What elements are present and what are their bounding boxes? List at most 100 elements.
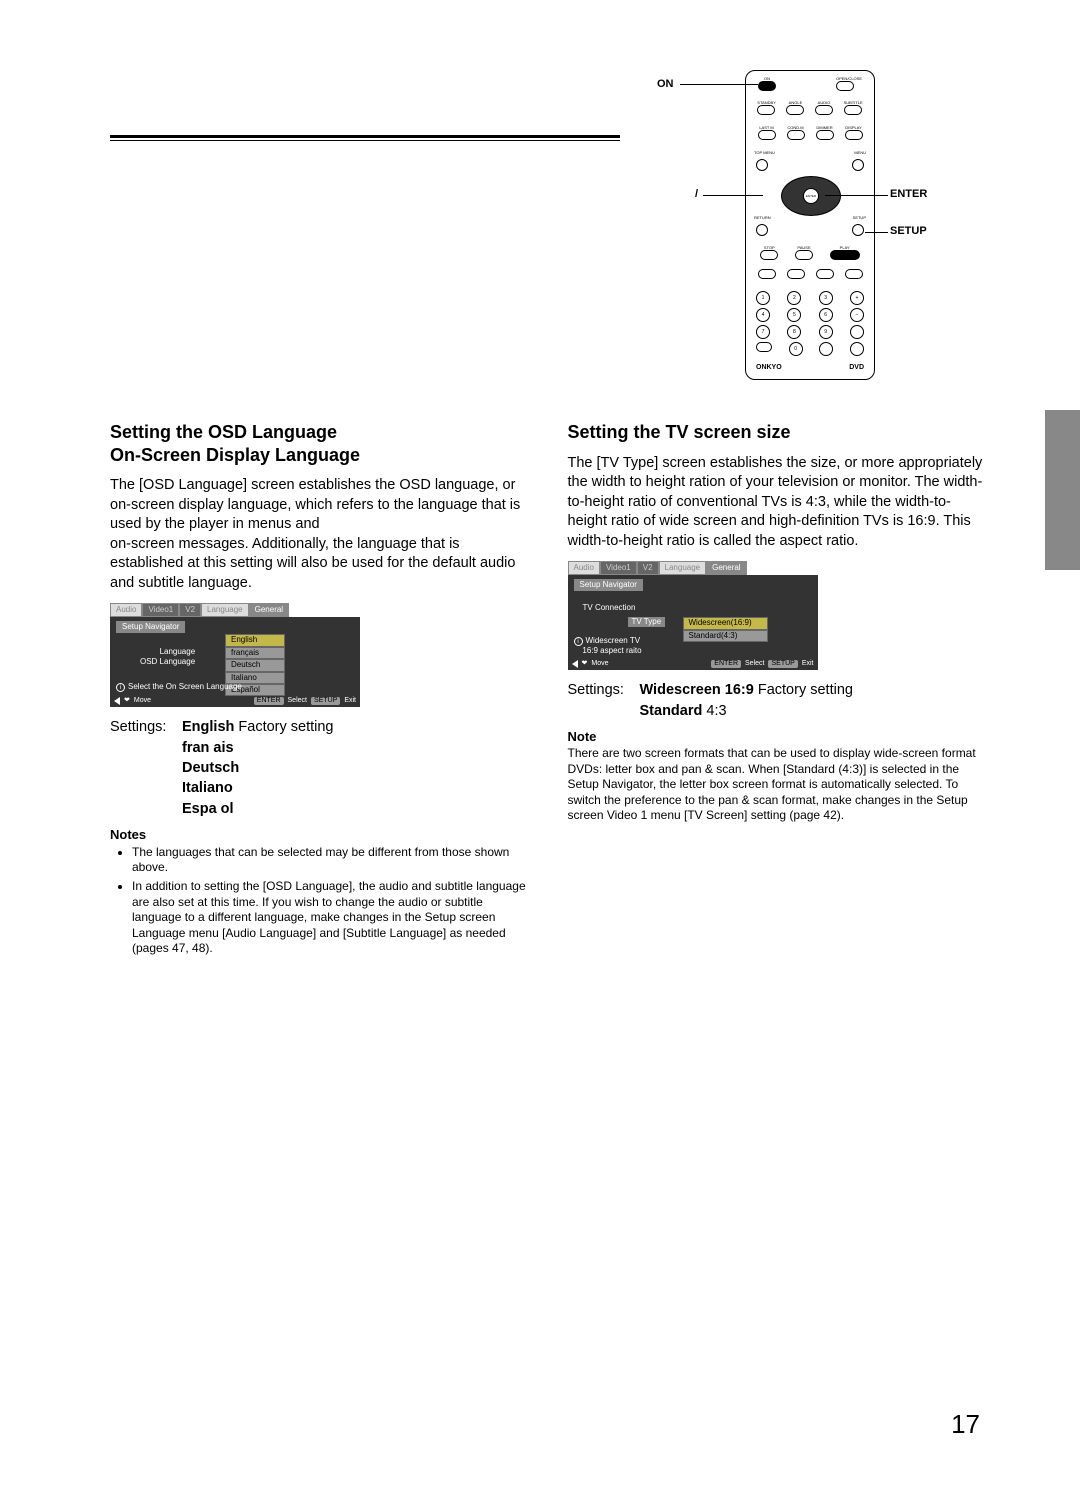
settings-label: Settings: (568, 680, 640, 700)
lbl: SUBTITLE (844, 101, 863, 105)
osd-f: Select (745, 660, 764, 668)
osd-f: Move (134, 697, 151, 705)
settings-std-ratio: 4:3 (706, 703, 726, 719)
osd-tab: Language (201, 603, 249, 617)
osd-setup-nav: Setup Navigator (574, 579, 643, 591)
settings-opt: Standard 4:3 (640, 701, 986, 721)
osd-hint: Widescreen TV (586, 636, 641, 645)
num-plus10 (756, 342, 772, 352)
num-3: 3 (819, 291, 833, 305)
osd-tab: V2 (637, 561, 659, 575)
brand-label: ONKYO (756, 364, 782, 371)
osd-opt: English (225, 634, 285, 646)
right-heading: Setting the TV screen size (568, 421, 986, 444)
lbl: STANDBY (757, 101, 776, 105)
settings-line: Settings: English Factory setting (110, 717, 528, 737)
btn-icon (845, 269, 863, 279)
settings-opt: Italiano (182, 778, 528, 798)
settings-std: Standard (640, 703, 703, 719)
line-icon (703, 195, 763, 196)
callout-setup: SETUP (890, 225, 927, 237)
num-1: 1 (756, 291, 770, 305)
osd-hint: 16:9 aspect raito (582, 646, 641, 655)
osd-f: ENTER (711, 660, 741, 668)
num-6: 6 (819, 308, 833, 322)
notes-heading: Notes (110, 827, 528, 842)
btn-icon (760, 250, 778, 260)
header-rule (110, 135, 620, 141)
osd-tab: Language (659, 561, 707, 575)
osd-hint: Select the On Screen Language (128, 682, 242, 691)
remote-lbl-openclose: OPEN/CLOSE (836, 77, 862, 81)
heading-line2: On-Screen Display Language (110, 445, 360, 465)
lbl: RETURN (754, 216, 771, 220)
osd-opt: Widescreen(16:9) (683, 617, 768, 629)
nav-cluster-icon: ENTER (781, 171, 841, 221)
num-9: 9 (819, 325, 833, 339)
btn-icon (816, 269, 834, 279)
btn-icon (758, 130, 776, 140)
settings-opt: Deutsch (182, 758, 528, 778)
osd-opt: Deutsch (225, 659, 285, 671)
note-item: In addition to setting the [OSD Language… (132, 879, 528, 957)
osd-left: OSD Language (140, 657, 195, 667)
side-tab-icon (1045, 410, 1080, 570)
lbl: SETUP (853, 216, 866, 220)
osd-left: Language (140, 647, 195, 657)
open-close-button-icon (836, 81, 854, 91)
topmenu-icon (756, 159, 768, 171)
enter-center: ENTER (803, 188, 819, 204)
lbl: TOP MENU (754, 151, 775, 155)
num-4: 4 (756, 308, 770, 322)
return-icon (756, 224, 768, 236)
lbl: PAUSE (795, 246, 813, 250)
callout-arrows: / (695, 188, 698, 200)
num-2: 2 (787, 291, 801, 305)
right-body: The [TV Type] screen establishes the siz… (568, 454, 986, 552)
osd-f: Select (288, 697, 307, 705)
left-column: Setting the OSD Language On-Screen Displ… (110, 421, 528, 960)
settings-opt: fran ais (182, 738, 528, 758)
heading-line1: Setting the OSD Language (110, 422, 337, 442)
osd-f: ENTER (254, 697, 284, 705)
note-heading: Note (568, 729, 986, 744)
osd-tab: Video1 (600, 561, 637, 575)
lbl: DISPLAY (845, 126, 863, 130)
osd-tvtype-screenshot: Audio Video1 V2 Language General Setup N… (568, 561, 818, 670)
btn-icon (795, 250, 813, 260)
osd-tab: V2 (179, 603, 201, 617)
osd-opt: Standard(4:3) (683, 630, 768, 642)
right-column: Setting the TV screen size The [TV Type]… (568, 421, 986, 960)
osd-f: Move (591, 660, 608, 668)
line-icon (865, 232, 888, 233)
settings-opt: Espa ol (182, 799, 528, 819)
lbl: COND.M (787, 126, 805, 130)
osd-tab: Video1 (142, 603, 179, 617)
osd-f: SETUP (768, 660, 797, 668)
lbl: AUDIO (815, 101, 833, 105)
menu-icon (852, 159, 864, 171)
dvd-label: DVD (849, 364, 864, 371)
btn-icon (786, 105, 804, 115)
settings-label: Settings: (110, 717, 182, 737)
num-8: 8 (787, 325, 801, 339)
left-body: The [OSD Language] screen establishes th… (110, 476, 528, 593)
settings-line: Settings: Widescreen 16:9 Factory settin… (568, 680, 986, 700)
osd-f: SETUP (311, 697, 340, 705)
power-button-icon (758, 81, 776, 91)
lbl: STOP (760, 246, 778, 250)
osd-setup-nav: Setup Navigator (116, 621, 185, 633)
osd-tab: Audio (568, 561, 600, 575)
setup-icon (852, 224, 864, 236)
settings-first: English (182, 719, 234, 735)
num-5: 5 (787, 308, 801, 322)
osd-tab: General (706, 561, 746, 575)
num-7: 7 (756, 325, 770, 339)
btn-icon (845, 130, 863, 140)
osd-tab: Audio (110, 603, 142, 617)
btn-icon (787, 130, 805, 140)
btn-icon (815, 105, 833, 115)
lbl: DIMMER (816, 126, 834, 130)
num-func (850, 325, 864, 339)
num-plus: + (850, 291, 864, 305)
